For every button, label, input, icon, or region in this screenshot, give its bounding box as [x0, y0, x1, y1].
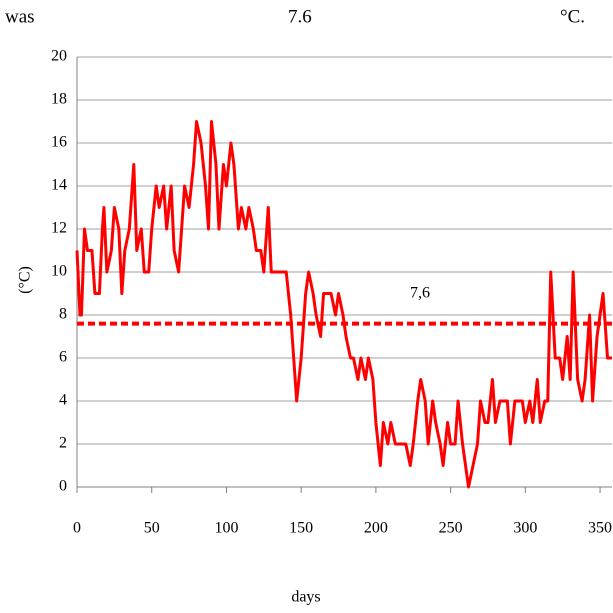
y-tick-label: 8: [59, 306, 67, 323]
x-axis-label: days: [291, 589, 320, 606]
x-tick-label: 300: [513, 520, 537, 537]
y-tick-label: 12: [51, 220, 67, 237]
y-tick-label: 18: [51, 91, 67, 108]
y-tick-label: 14: [51, 177, 67, 194]
y-axis-label: (°C): [17, 266, 34, 294]
x-tick-label: 350: [588, 520, 612, 537]
x-tick-label: 100: [214, 520, 238, 537]
x-tick-label: 50: [144, 520, 160, 537]
header-text: 7.6: [288, 6, 312, 27]
x-tick-label: 200: [364, 520, 388, 537]
y-tick-label: 20: [51, 48, 67, 65]
y-tick-label: 10: [51, 263, 67, 280]
header-text: °C.: [560, 6, 585, 27]
x-tick-label: 150: [289, 520, 313, 537]
y-tick-label: 16: [51, 134, 67, 151]
x-tick-label: 250: [439, 520, 463, 537]
x-tick-label: 0: [73, 520, 81, 537]
y-tick-label: 4: [59, 392, 67, 409]
y-tick-label: 0: [59, 478, 67, 495]
data-line: [75, 120, 612, 489]
y-tick-label: 2: [59, 435, 67, 452]
y-tick-label: 6: [59, 349, 67, 366]
reference-label: 7,6: [410, 284, 430, 301]
header-text: was: [5, 6, 35, 27]
